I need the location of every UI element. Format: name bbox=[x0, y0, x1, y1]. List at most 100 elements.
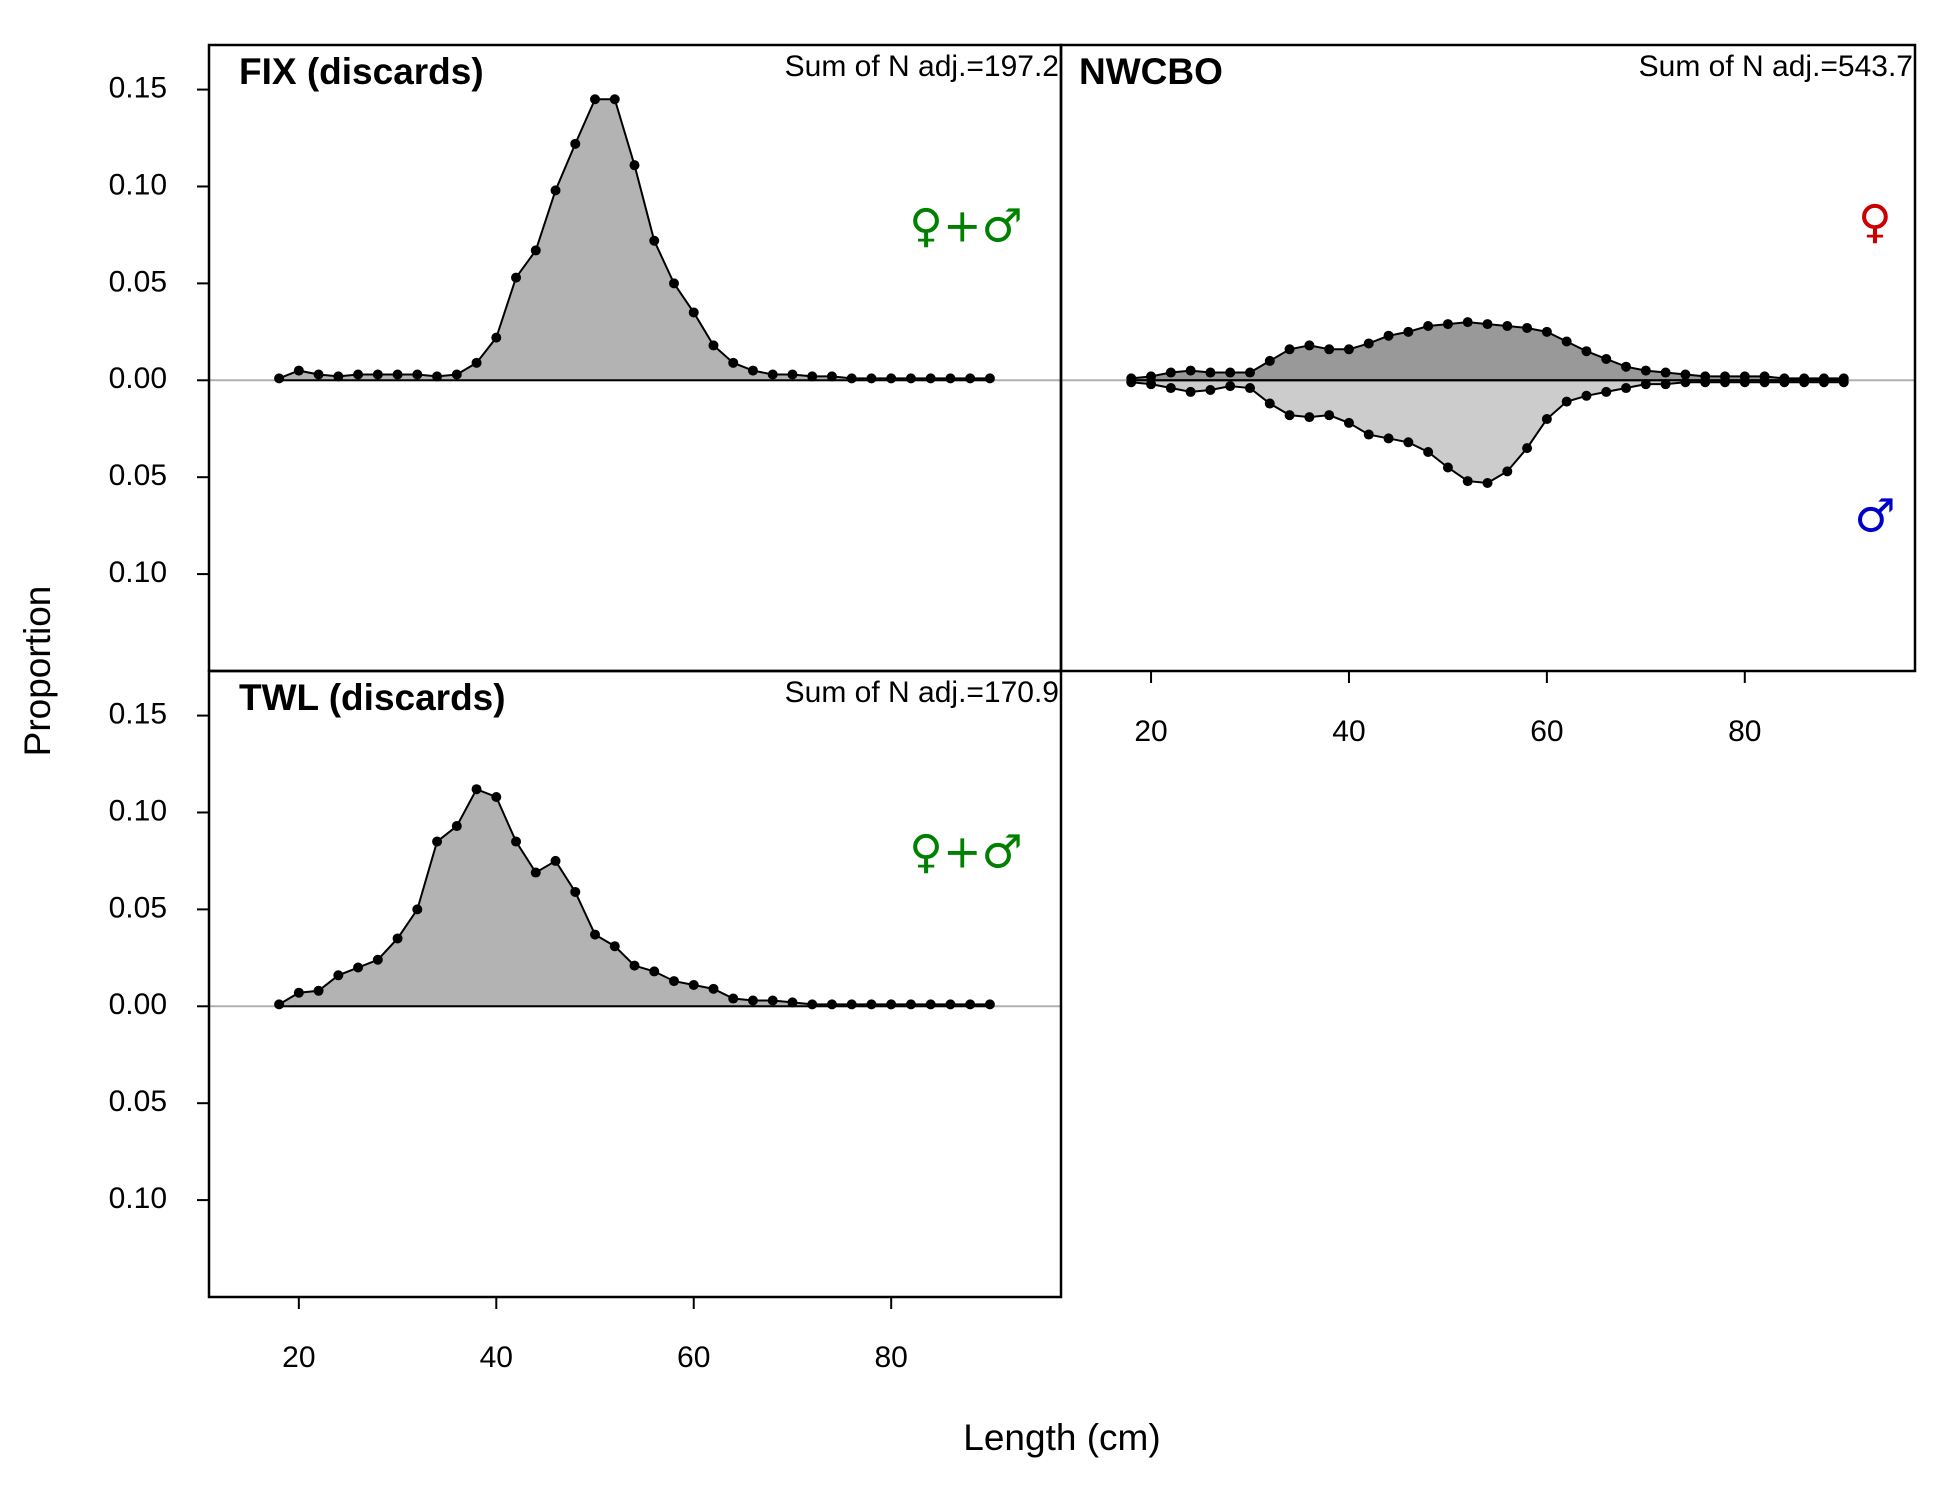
point bbox=[1284, 410, 1295, 421]
point bbox=[1363, 338, 1374, 349]
y-tick-label: 0.15 bbox=[109, 71, 167, 104]
point bbox=[1522, 322, 1533, 333]
point bbox=[353, 962, 364, 973]
point bbox=[333, 371, 344, 382]
point bbox=[432, 371, 443, 382]
point bbox=[274, 999, 285, 1010]
point bbox=[1621, 383, 1632, 394]
point bbox=[451, 821, 462, 832]
point bbox=[451, 369, 462, 380]
point bbox=[530, 245, 541, 256]
point bbox=[1680, 369, 1691, 380]
point bbox=[590, 94, 601, 105]
point bbox=[866, 999, 877, 1010]
point bbox=[826, 371, 837, 382]
point bbox=[688, 979, 699, 990]
area bbox=[279, 789, 990, 1007]
point bbox=[550, 855, 561, 866]
point bbox=[1462, 476, 1473, 487]
point bbox=[590, 929, 601, 940]
point bbox=[609, 94, 620, 105]
point bbox=[1423, 321, 1434, 332]
point bbox=[353, 369, 364, 380]
point bbox=[649, 235, 660, 246]
point bbox=[1343, 417, 1354, 428]
point bbox=[728, 357, 739, 368]
point bbox=[886, 373, 897, 384]
x-tick-label: 80 bbox=[1728, 715, 1761, 748]
point bbox=[1818, 377, 1829, 388]
point bbox=[787, 369, 798, 380]
point bbox=[1363, 429, 1374, 440]
point bbox=[649, 966, 660, 977]
point bbox=[1482, 319, 1493, 330]
point bbox=[826, 999, 837, 1010]
point bbox=[1225, 367, 1236, 378]
point bbox=[293, 365, 304, 376]
y-tick-label: 0.05 bbox=[109, 265, 167, 298]
point bbox=[1640, 379, 1651, 390]
y-tick-label: 0.10 bbox=[109, 794, 167, 827]
point bbox=[1205, 367, 1216, 378]
point bbox=[609, 941, 620, 952]
point bbox=[1383, 433, 1394, 444]
point bbox=[747, 995, 758, 1006]
point bbox=[965, 373, 976, 384]
point bbox=[866, 373, 877, 384]
point bbox=[1581, 346, 1592, 357]
area bbox=[1131, 380, 1844, 484]
point bbox=[807, 371, 818, 382]
y-axis-label: Proportion bbox=[17, 586, 58, 757]
area bbox=[279, 99, 990, 381]
point bbox=[846, 999, 857, 1010]
point bbox=[1442, 319, 1453, 330]
point bbox=[767, 995, 778, 1006]
point bbox=[1264, 398, 1275, 409]
point bbox=[629, 960, 640, 971]
point bbox=[1541, 326, 1552, 337]
point bbox=[1462, 317, 1473, 328]
point bbox=[965, 999, 976, 1010]
panel-title: TWL (discards) bbox=[239, 677, 506, 718]
point bbox=[905, 999, 916, 1010]
point bbox=[570, 886, 581, 897]
point bbox=[1482, 478, 1493, 489]
point bbox=[392, 369, 403, 380]
sex-symbol: ♀ bbox=[1858, 195, 1892, 249]
point bbox=[372, 954, 383, 965]
y-tick-label: 0.05 bbox=[109, 1085, 167, 1118]
x-tick-label: 80 bbox=[875, 1341, 908, 1374]
point bbox=[1225, 381, 1236, 392]
point bbox=[1581, 390, 1592, 401]
point bbox=[412, 369, 423, 380]
point bbox=[1561, 336, 1572, 347]
point bbox=[1423, 446, 1434, 457]
point bbox=[1245, 383, 1256, 394]
point bbox=[1324, 344, 1335, 355]
x-axis-label: Length (cm) bbox=[963, 1417, 1160, 1458]
point bbox=[767, 369, 778, 380]
point bbox=[1284, 344, 1295, 355]
point bbox=[925, 999, 936, 1010]
point bbox=[471, 357, 482, 368]
point bbox=[1838, 377, 1849, 388]
point bbox=[925, 373, 936, 384]
point bbox=[1383, 330, 1394, 341]
x-tick-label: 40 bbox=[1332, 715, 1365, 748]
sex-symbol: ♀+♂ bbox=[909, 825, 1022, 879]
point bbox=[412, 904, 423, 915]
point bbox=[432, 836, 443, 847]
point bbox=[1126, 377, 1137, 388]
point bbox=[1165, 383, 1176, 394]
point bbox=[293, 987, 304, 998]
point bbox=[846, 373, 857, 384]
point bbox=[1700, 377, 1711, 388]
point bbox=[1621, 361, 1632, 372]
point bbox=[1799, 377, 1810, 388]
point bbox=[984, 373, 995, 384]
point bbox=[1561, 396, 1572, 407]
x-tick-label: 60 bbox=[1530, 715, 1563, 748]
sum-annotation: Sum of N adj.=543.7 bbox=[1639, 50, 1913, 83]
point bbox=[1264, 355, 1275, 366]
panel-frame bbox=[1059, 43, 1917, 673]
